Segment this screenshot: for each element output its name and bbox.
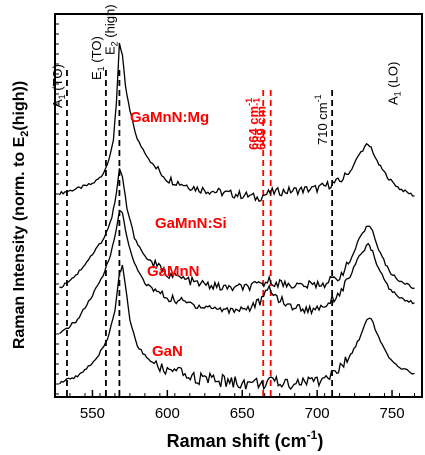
reference-line-label-sup: -1 <box>313 94 323 102</box>
spectrum-line <box>58 264 415 391</box>
x-axis-title: Raman shift (cm-1) <box>167 428 324 451</box>
annotation-label-tail: (LO) <box>386 62 401 92</box>
annotation-label-sub: 1 <box>393 91 403 96</box>
plot-frame <box>54 13 423 398</box>
annotation-label-main: A <box>386 96 401 105</box>
reference-line-label-sub: 1 <box>57 94 67 99</box>
reference-line-label-tail: (TO) <box>50 64 65 94</box>
x-axis-tick-label: 750 <box>380 405 405 422</box>
reference-line-label-main: E <box>89 71 104 80</box>
spectrum-line <box>59 209 415 335</box>
reference-line-label: A1 (TO) <box>50 64 67 108</box>
reference-line-label: 664 cm-1 <box>244 98 261 150</box>
reference-line-label-sub: 2 <box>109 41 119 46</box>
plot-border <box>54 13 423 398</box>
y-axis-title: Raman Intensity (norm. to E2(high)) <box>11 81 31 349</box>
reference-line-label-sup: -1 <box>252 98 262 106</box>
y-axis-title-sub: 2 <box>19 131 31 137</box>
reference-line-label-main: 664 cm <box>246 106 261 150</box>
reference-line-label-tail: (TO) <box>89 36 104 66</box>
x-axis-tick-label: 650 <box>230 405 255 422</box>
spectra-layer <box>58 42 415 391</box>
reference-line-label-sub: 1 <box>96 66 106 71</box>
reference-line-label: E1 (TO) <box>89 36 106 80</box>
reference-line-label: 669 cm-1 <box>252 98 269 150</box>
annotation-label: A1 (LO) <box>386 62 403 105</box>
reference-line-label-main: 710 cm <box>315 102 330 145</box>
series-label: GaMnN:Mg <box>130 109 209 126</box>
reference-line-label-main: A <box>50 99 65 108</box>
reference-line-label: 710 cm-1 <box>313 94 330 145</box>
reference-line-label-main: 669 cm <box>254 106 269 150</box>
spectrum-line <box>58 42 415 203</box>
series-label: GaMnN <box>147 263 200 280</box>
series-label: GaN <box>152 343 183 360</box>
reference-line-label-main: E <box>102 46 117 55</box>
spectrum-line <box>59 168 415 293</box>
x-axis-tick-label: 550 <box>80 405 105 422</box>
x-axis-tick-label: 700 <box>305 405 330 422</box>
reference-line-label: E2 (high) <box>102 4 119 55</box>
reference-line-label-tail: (high) <box>102 4 117 41</box>
y-axis-title-close: (high)) <box>11 81 28 131</box>
reference-line-label-sup: -1 <box>244 98 254 106</box>
x-axis-title-close: ) <box>317 431 323 451</box>
x-axis-title-sup: -1 <box>307 428 318 442</box>
x-axis-ticks: 550 600 650 700 750 <box>54 390 416 422</box>
x-axis-tick-label: 600 <box>155 405 180 422</box>
y-axis-title-main: Raman Intensity (norm. to E <box>11 136 28 349</box>
series-label: GaMnN:Si <box>155 215 227 232</box>
labels-layer: GaMnN:Mg GaMnN:Si GaMnN GaN A1 (LO) <box>130 62 403 360</box>
x-axis-title-main: Raman shift (cm <box>167 431 307 451</box>
